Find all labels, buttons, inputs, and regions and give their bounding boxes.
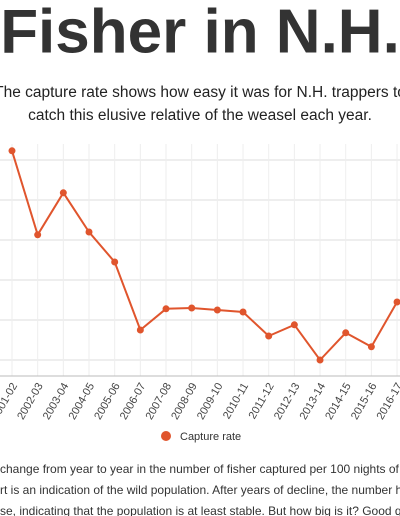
point [213, 306, 221, 314]
chart-subtitle: The capture rate shows how easy it was f… [0, 84, 400, 101]
chart-subtitle: catch this elusive relative of the wease… [28, 107, 372, 124]
point [188, 304, 196, 312]
point [136, 326, 144, 334]
caption: se, indicating that the population is at… [0, 504, 400, 516]
point [342, 329, 350, 337]
caption: rt is an indication of the wild populati… [0, 483, 400, 497]
legend-label: Capture rate [180, 431, 241, 443]
legend-marker [161, 431, 171, 441]
line [11, 150, 398, 362]
point [85, 228, 93, 236]
point [111, 258, 119, 266]
point [393, 298, 400, 306]
point [367, 343, 375, 351]
chart-title: Fisher in N.H. [0, 0, 400, 66]
point [316, 356, 324, 364]
point [59, 189, 67, 197]
caption: change from year to year in the number o… [0, 462, 400, 476]
point [8, 147, 16, 155]
point [239, 308, 247, 316]
point [34, 231, 42, 239]
point [265, 332, 273, 340]
point [290, 321, 298, 329]
point [162, 305, 170, 313]
